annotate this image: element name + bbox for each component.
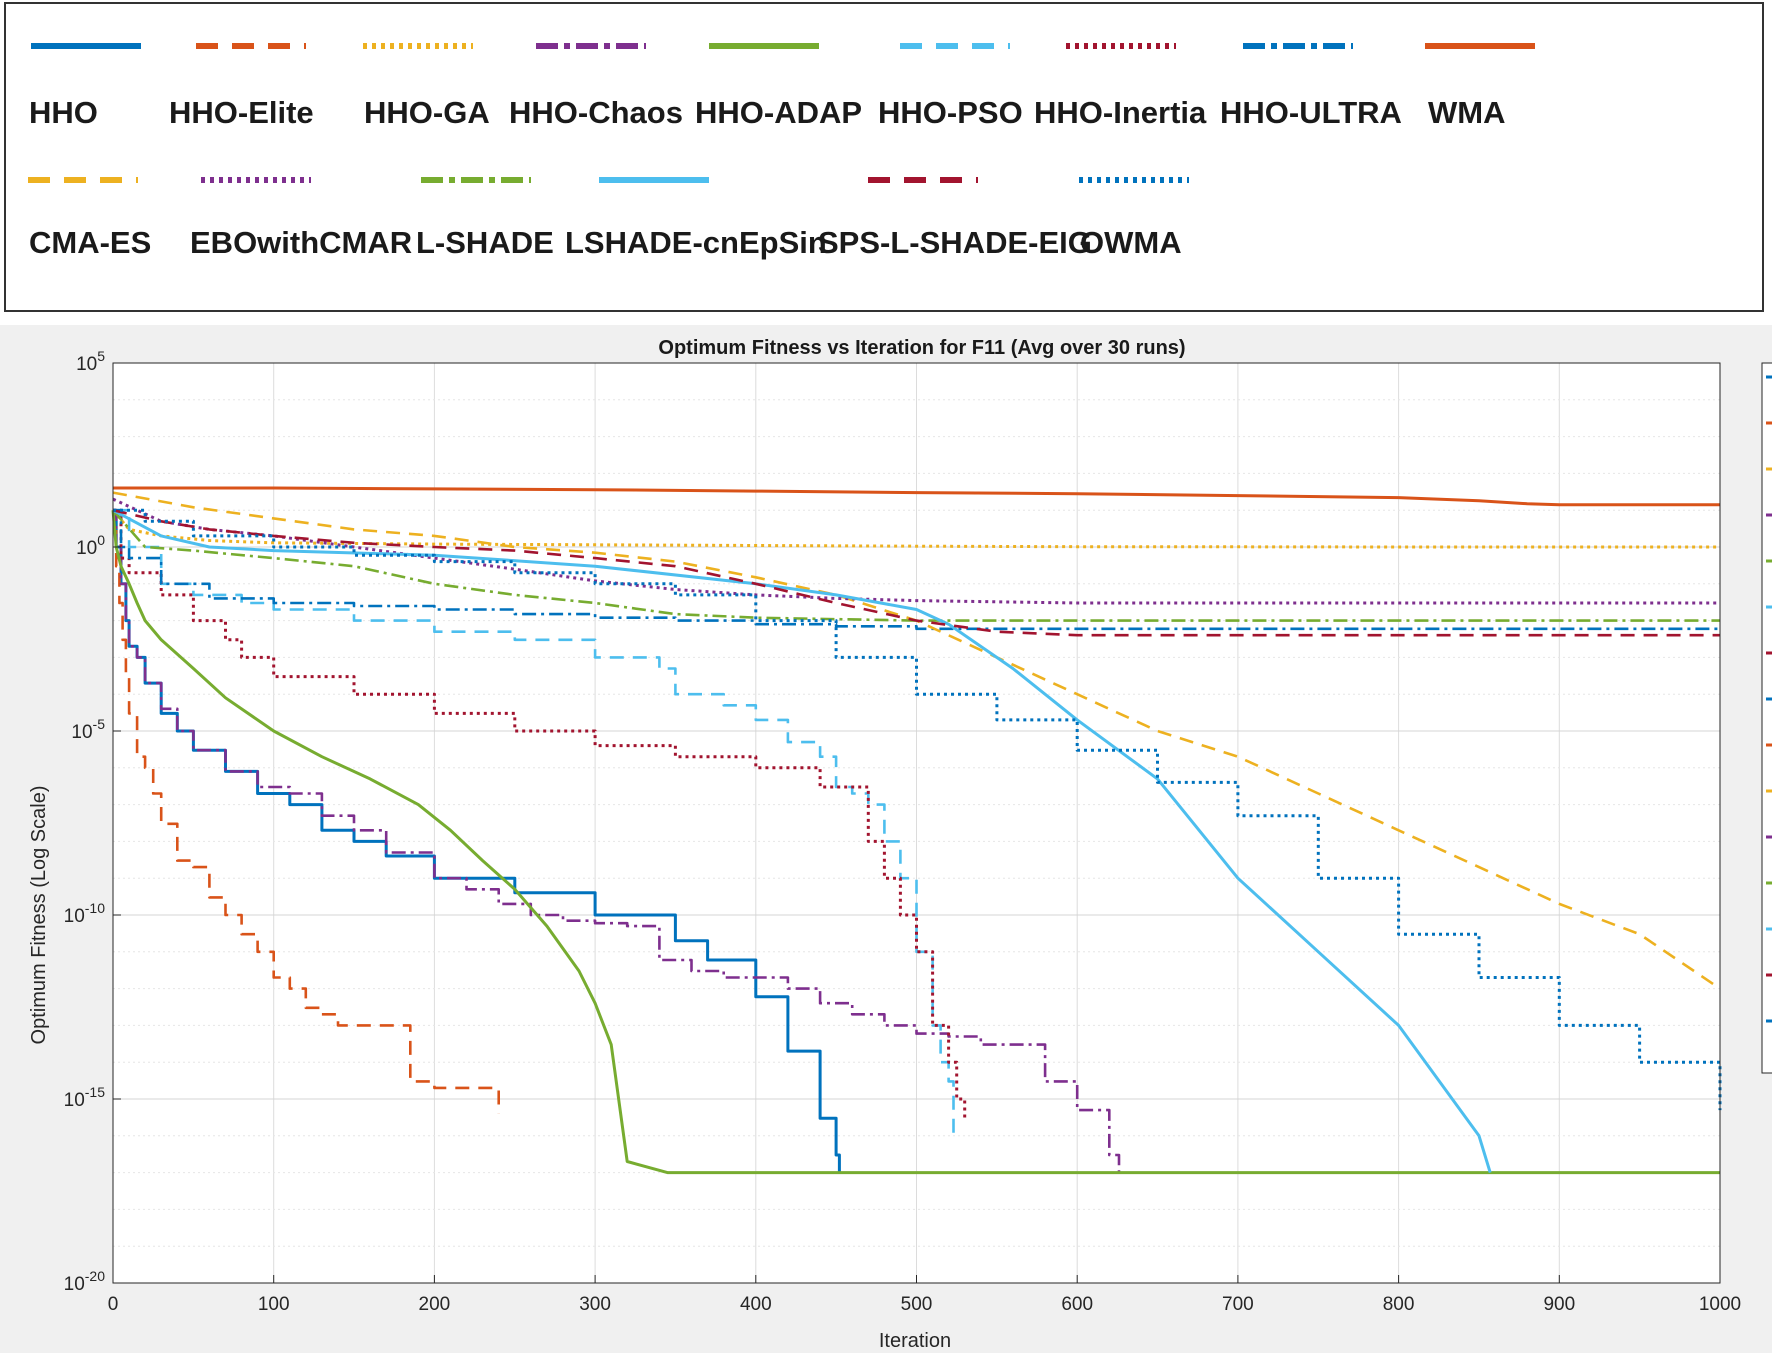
series-line — [113, 508, 967, 1119]
series-group — [111, 486, 1722, 1175]
legend-item: OWMA — [1079, 177, 1189, 260]
series-line — [113, 486, 1720, 507]
legend-item: LSHADE-cnEpSin — [565, 177, 827, 260]
x-tick-label: 200 — [419, 1294, 451, 1315]
x-tick-label: 700 — [1222, 1294, 1254, 1315]
series-line — [111, 510, 1720, 1175]
x-tick-label: 1000 — [1699, 1294, 1741, 1315]
series-line — [113, 508, 841, 1173]
x-tick-label: 0 — [108, 1294, 119, 1315]
inner-legend-stub — [1761, 362, 1772, 1074]
legend-label: EBOwithCMAR — [190, 225, 412, 260]
y-tick-label: 10-10 — [64, 900, 106, 927]
y-tick-label: 105 — [76, 348, 105, 375]
legend-label: LSHADE-cnEpSin — [565, 225, 827, 260]
x-tick-label: 500 — [901, 1294, 933, 1315]
series-line — [112, 508, 1720, 637]
legend-item: SPS-L-SHADE-EIG — [818, 177, 1092, 260]
legend-item: HHO-Chaos — [509, 43, 683, 130]
inner-legend-frame — [1761, 362, 1772, 1074]
legend-label: WMA — [1428, 95, 1505, 130]
x-tick-label: 900 — [1543, 1294, 1575, 1315]
legend-item: HHO-ADAP — [695, 43, 862, 130]
series-line — [113, 508, 1121, 1173]
y-tick-label: 10-5 — [71, 716, 105, 743]
x-tick-label: 800 — [1383, 1294, 1415, 1315]
y-axis: 105 100 10-5 10-10 10-15 10-20 — [64, 348, 121, 1295]
x-axis-label: Iteration — [879, 1330, 951, 1352]
legend-item: HHO-PSO — [878, 43, 1023, 130]
legend-label: HHO-PSO — [878, 95, 1023, 130]
legend-label: HHO-Chaos — [509, 95, 683, 130]
legend-label: CMA-ES — [29, 225, 151, 260]
legend-item: EBOwithCMAR — [190, 177, 412, 260]
legend-box: HHO HHO-Elite HHO-GA HHO-Chaos HHO-ADAP HHO-P… — [4, 2, 1764, 312]
series-line — [112, 509, 1720, 622]
legend-item: HHO-ULTRA — [1220, 43, 1402, 130]
legend: HHO HHO-Elite HHO-GA HHO-Chaos HHO-ADAP HHO-P… — [28, 43, 1535, 260]
legend-label: HHO-ADAP — [695, 95, 862, 130]
legend-item: HHO-Elite — [169, 43, 314, 130]
legend-item: WMA — [1425, 43, 1535, 130]
legend-label: HHO-ULTRA — [1220, 95, 1402, 130]
x-axis: 0 100 200 300 400 500 600 700 800 900 1000 — [108, 1275, 1741, 1315]
series-line — [112, 508, 1492, 1174]
y-axis-label: Optimum Fitness (Log Scale) — [28, 786, 50, 1045]
series-line — [113, 508, 500, 1114]
legend-item: HHO — [29, 43, 141, 130]
line-chart: Optimum Fitness vs Iteration for F11 (Av… — [0, 325, 1772, 1353]
legend-item: HHO-Inertia — [1034, 43, 1207, 130]
legend-label: SPS-L-SHADE-EIG — [818, 225, 1092, 260]
legend-label: HHO — [29, 95, 98, 130]
plot-area: 0 100 200 300 400 500 600 700 800 900 100010510010… — [64, 348, 1772, 1315]
legend-label: HHO-Elite — [169, 95, 314, 130]
legend-item: L-SHADE — [416, 177, 554, 260]
legend-label: L-SHADE — [416, 225, 554, 260]
x-tick-label: 300 — [579, 1294, 611, 1315]
x-tick-label: 400 — [740, 1294, 772, 1315]
legend-item: CMA-ES — [28, 177, 151, 260]
y-tick-label: 10-15 — [64, 1084, 106, 1111]
legend-item: HHO-GA — [363, 43, 490, 130]
x-tick-label: 600 — [1061, 1294, 1093, 1315]
chart-title: Optimum Fitness vs Iteration for F11 (Av… — [658, 337, 1185, 359]
legend-label: HHO-GA — [364, 95, 490, 130]
x-tick-label: 100 — [258, 1294, 290, 1315]
series-line — [113, 508, 1720, 631]
legend-label: OWMA — [1080, 225, 1182, 260]
legend-label: HHO-Inertia — [1034, 95, 1207, 130]
y-tick-label: 100 — [76, 532, 105, 559]
y-tick-label: 10-20 — [64, 1268, 106, 1295]
